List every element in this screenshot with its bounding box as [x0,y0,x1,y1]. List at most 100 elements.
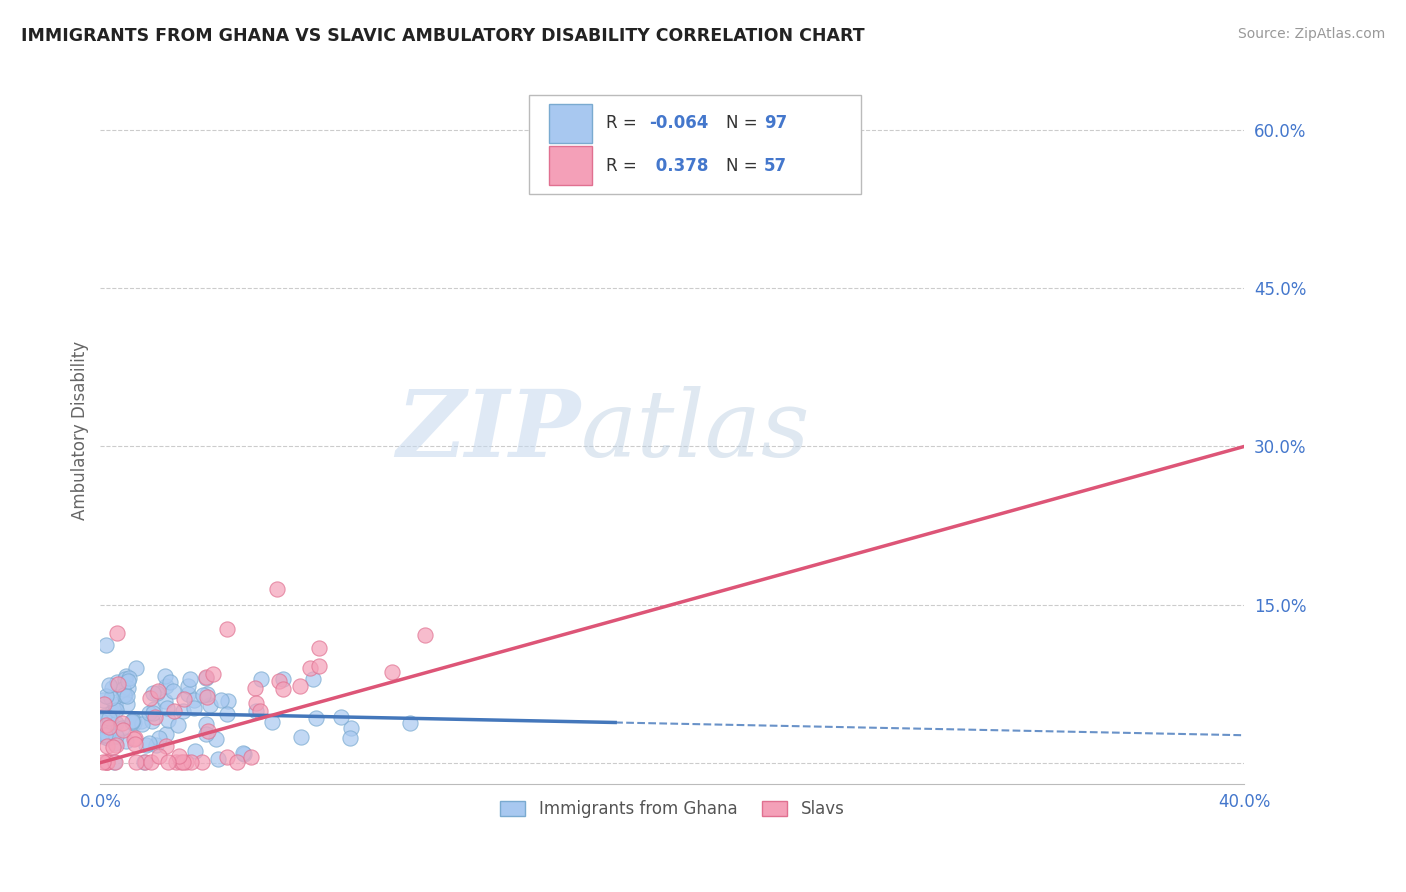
Point [167,717,190,731]
Point [239,750,262,764]
Point [339,731,361,745]
Text: R =: R = [606,157,643,175]
Point [155,669,177,683]
Point [107,674,129,689]
Point [135,738,157,752]
Point [138,736,160,750]
Point [104,738,127,752]
Point [245,704,267,718]
Text: N =: N = [725,114,763,132]
Point [225,755,247,769]
Point [97,720,120,734]
Point [155,727,177,741]
Point [249,705,271,719]
Text: -0.064: -0.064 [650,114,709,132]
Point [163,704,186,718]
Point [818,139,841,153]
Point [97,731,120,746]
Point [124,661,146,675]
Point [233,747,256,762]
Point [125,755,148,769]
Point [217,694,239,708]
Text: 0.378: 0.378 [650,157,707,175]
Point [138,706,160,720]
Point [153,694,176,708]
Point [245,696,267,710]
Point [101,705,124,719]
Legend: Immigrants from Ghana, Slavs: Immigrants from Ghana, Slavs [494,794,851,825]
Text: atlas: atlas [581,385,810,475]
Point [200,698,222,713]
Point [104,697,127,711]
Point [115,697,138,711]
Point [104,703,127,717]
Point [174,755,197,769]
Point [141,714,163,728]
Text: ZIP: ZIP [396,385,581,475]
Point [111,716,134,731]
Point [134,755,156,769]
Point [299,661,322,675]
Point [98,711,121,725]
Point [111,721,134,735]
Point [98,723,121,737]
Point [162,684,184,698]
Point [105,626,128,640]
Point [100,714,122,729]
Point [195,717,218,731]
Point [381,665,404,679]
Point [124,737,146,751]
FancyBboxPatch shape [530,95,860,194]
Point [115,734,138,748]
Point [266,582,288,596]
Point [413,628,436,642]
Point [180,755,202,769]
Point [165,755,187,769]
Text: Source: ZipAtlas.com: Source: ZipAtlas.com [1237,27,1385,41]
Point [195,690,218,704]
Point [148,749,170,764]
Point [209,693,232,707]
Point [143,710,166,724]
Text: N =: N = [725,157,763,175]
Point [167,749,190,764]
Point [267,673,290,688]
Point [93,718,115,732]
Text: 97: 97 [763,114,787,132]
Point [243,681,266,695]
Point [173,692,195,706]
Point [114,672,136,686]
Point [93,709,115,723]
Point [105,715,128,730]
Point [330,710,353,724]
Point [104,736,127,750]
Point [146,686,169,700]
Point [94,755,117,769]
Point [90,711,112,725]
Point [121,714,143,729]
Point [121,715,143,730]
Point [91,692,114,706]
Point [94,718,117,732]
Point [308,640,330,655]
Point [94,730,117,744]
Point [139,755,162,769]
Point [96,728,118,742]
Point [122,714,145,728]
Point [98,677,121,691]
Point [118,672,141,686]
Point [179,672,201,686]
Point [288,679,311,693]
Point [93,697,115,711]
Point [115,669,138,683]
Point [117,673,139,688]
Point [142,686,165,700]
Point [195,670,218,684]
Point [183,693,205,707]
Point [157,755,180,769]
Point [159,675,181,690]
Point [205,731,228,746]
Y-axis label: Ambulatory Disability: Ambulatory Disability [72,341,89,520]
Point [111,682,134,697]
Point [111,723,134,738]
